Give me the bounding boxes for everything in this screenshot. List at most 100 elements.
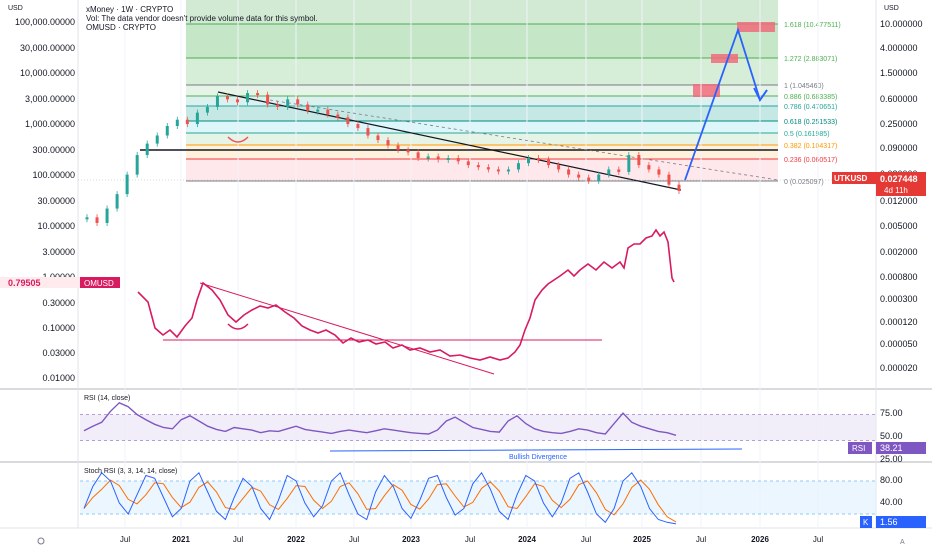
rsi-value: 38.21 xyxy=(880,443,903,453)
x-tick-label: Jul xyxy=(120,535,130,544)
x-tick-label: 2026 xyxy=(751,535,769,544)
candle-body xyxy=(155,135,159,144)
candle-body xyxy=(366,128,370,136)
candle-body xyxy=(476,165,480,168)
candle-body xyxy=(296,99,300,105)
om-label-value: 0.79505 xyxy=(8,278,41,288)
divergence-line xyxy=(329,448,743,452)
candle-body xyxy=(276,104,280,107)
candle-body xyxy=(205,106,209,113)
stoch-tick: 80.00 xyxy=(880,475,903,485)
price-label-value: 0.027448 xyxy=(880,174,918,184)
candle-body xyxy=(316,109,320,112)
candle-body xyxy=(416,152,420,159)
rsi-badge: RSI xyxy=(852,444,865,453)
candle-body xyxy=(165,126,169,136)
candle-body xyxy=(95,217,99,223)
x-tick-label: Jul xyxy=(465,535,475,544)
candle-body xyxy=(436,156,440,160)
candle-body xyxy=(496,169,500,172)
price-curve-mark xyxy=(227,136,249,143)
right-tick-label: 10.000000 xyxy=(880,19,923,29)
right-tick-label: 0.000800 xyxy=(880,272,918,282)
candle-body xyxy=(526,158,530,164)
candle-body xyxy=(617,169,621,172)
candle-body xyxy=(336,114,340,118)
fib-zone xyxy=(186,106,778,121)
candle-body xyxy=(506,169,510,172)
stoch-value-bg xyxy=(876,516,926,528)
left-tick-label: 10,000.00000 xyxy=(20,68,75,78)
auto-scale-icon[interactable]: A xyxy=(900,539,905,546)
symbol-title[interactable]: xMoney · 1W · CRYPTO xyxy=(86,5,173,14)
left-tick-label: 10.00000 xyxy=(37,221,75,231)
stoch-tick: 40.00 xyxy=(880,497,903,507)
right-tick-label: 0.012000 xyxy=(880,196,918,206)
fib-zone xyxy=(186,96,778,106)
left-tick-label: 30.00000 xyxy=(37,196,75,206)
stoch-title[interactable]: Stoch RSI (3, 3, 14, 14, close) xyxy=(84,468,177,475)
x-tick-label: Jul xyxy=(233,535,243,544)
candle-body xyxy=(236,99,240,103)
right-tick-label: 0.090000 xyxy=(880,143,918,153)
target-box xyxy=(711,54,738,63)
candle-body xyxy=(225,96,229,100)
right-unit-label: USD xyxy=(884,5,899,12)
fib-label: 0.618 (0.251533) xyxy=(784,119,837,126)
fib-label: 0.5 (0.161985) xyxy=(784,131,830,138)
stoch-value: 1.56 xyxy=(880,517,898,527)
candle-body xyxy=(607,169,611,175)
candle-body xyxy=(456,158,460,162)
candle-body xyxy=(346,117,350,125)
volume-note: Vol: The data vendor doesn't provide vol… xyxy=(86,14,318,23)
x-tick-label: 2022 xyxy=(287,535,305,544)
fib-zone xyxy=(186,121,778,133)
fib-label: 1.272 (2.883071) xyxy=(784,56,837,63)
fib-label: 0 (0.025097) xyxy=(784,179,824,186)
projection-arrowhead xyxy=(753,87,768,102)
x-tick-label: Jul xyxy=(349,535,359,544)
rsi-tick: 50.00 xyxy=(880,431,903,441)
candle-body xyxy=(647,165,651,170)
left-tick-label: 0.01000 xyxy=(42,373,75,383)
left-tick-label: 3.00000 xyxy=(42,247,75,257)
candle-body xyxy=(195,112,199,125)
fib-zone xyxy=(186,85,778,96)
candle-body xyxy=(667,174,671,185)
trend-line xyxy=(217,91,682,191)
rsi-tick: 25.00 xyxy=(880,454,903,464)
price-label-symbol-bg xyxy=(832,172,876,184)
target-box xyxy=(693,84,720,97)
right-tick-label: 0.250000 xyxy=(880,119,918,129)
candle-body xyxy=(577,174,581,178)
right-tick-label: 0.600000 xyxy=(880,94,918,104)
left-tick-label: 0.30000 xyxy=(42,298,75,308)
candle-body xyxy=(677,184,681,191)
dashed-trend xyxy=(269,99,779,181)
price-label-value-bg xyxy=(876,172,926,196)
right-tick-label: 0.000050 xyxy=(880,339,918,349)
x-tick-label: Jul xyxy=(696,535,706,544)
candle-body xyxy=(627,155,631,172)
candle-body xyxy=(446,158,450,161)
right-tick-label: 4.000000 xyxy=(880,43,918,53)
settings-icon[interactable] xyxy=(37,537,45,545)
x-tick-label: Jul xyxy=(813,535,823,544)
compare-symbol[interactable]: OMUSD · CRYPTO xyxy=(86,23,156,32)
candle-body xyxy=(306,104,310,111)
price-pane xyxy=(78,27,876,226)
candle-body xyxy=(266,94,270,105)
left-tick-label: 300.00000 xyxy=(32,145,75,155)
rsi-value-bg xyxy=(876,442,926,454)
stoch-badge-bg xyxy=(860,516,872,528)
stoch-k-line xyxy=(83,471,677,525)
candle-body xyxy=(376,135,380,141)
om-trend-line xyxy=(199,282,495,375)
left-tick-label: 0.03000 xyxy=(42,348,75,358)
candle-body xyxy=(637,155,641,166)
fib-label: 0.886 (0.683385) xyxy=(784,94,837,101)
rsi-tick: 75.00 xyxy=(880,408,903,418)
rsi-title[interactable]: RSI (14, close) xyxy=(84,395,130,402)
om-label-symbol: OMUSD xyxy=(84,279,114,288)
